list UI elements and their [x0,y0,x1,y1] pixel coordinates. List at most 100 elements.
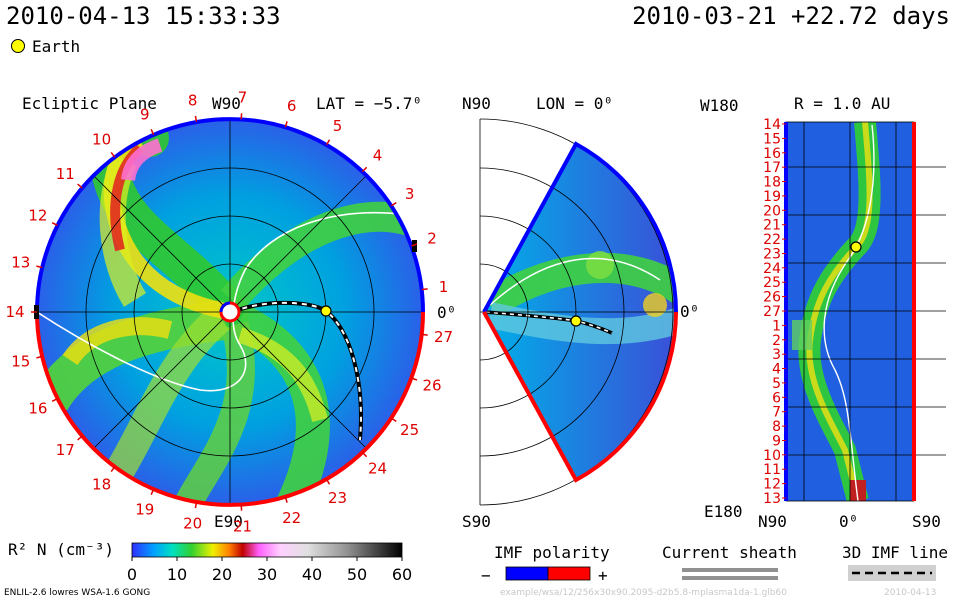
ecliptic-day-label: 12 [28,207,47,225]
radial-day-label: 21 [763,218,781,234]
ecliptic-day-label: 2 [427,230,437,248]
reference-time-label: 2010-03-21 +22.72 days [632,2,950,30]
radial-day-label: 12 [763,477,781,493]
ecliptic-day-label: 5 [333,117,343,135]
radial-day-label: 17 [763,160,781,176]
meridional-lon-label: LON = 0⁰ [536,94,614,113]
ecliptic-day-tick [421,333,428,336]
ecliptic-day-tick [411,243,418,247]
radial-title: R = 1.0 AU [794,94,891,113]
radial-x-label-n90: N90 [758,512,787,531]
ecliptic-day-tick [411,377,418,381]
radial-day-label: 9 [772,434,781,450]
ecliptic-day-label: 11 [56,165,75,183]
polarity-positive-swatch [547,566,591,581]
ecliptic-day-label: 26 [422,377,441,395]
ecliptic-day-label: 9 [140,106,150,124]
ecliptic-day-label: 22 [282,509,301,527]
ecliptic-day-label: 25 [400,421,419,439]
ecliptic-day-label: 20 [183,515,202,533]
ecliptic-day-label: 15 [11,353,30,371]
meridional-bottom-label: S90 [462,512,491,531]
ecliptic-day-label: 27 [434,328,453,346]
ecliptic-day-tick [77,435,83,441]
datetime-label: 2010-04-13 15:33:33 [6,2,281,30]
ecliptic-day-tick [284,121,288,128]
earth-legend-label: Earth [32,37,81,56]
radial-day-label: 10 [763,448,781,464]
radial-day-label: 14 [763,117,781,133]
run-id: example/wsa/12/256x30x90.2095-d2b5.8-mpl… [500,588,787,598]
ecliptic-day-tick [36,265,43,269]
current-sheath-swatch-upper [682,568,778,572]
ecliptic-day-tick [284,496,288,503]
radial-x-label-s90: S90 [912,512,941,531]
colorbar-tick-label: 0 [127,565,137,584]
radial-day-label: 15 [763,131,781,147]
ecliptic-day-tick [110,151,116,158]
ecliptic-day-label: 8 [188,91,198,109]
ecliptic-day-tick [51,222,58,227]
ecliptic-plane-plot [34,117,425,507]
colorbar [131,542,403,558]
radial-day-label: 18 [763,175,781,191]
ecliptic-day-tick [194,115,198,123]
ecliptic-day-tick [36,355,43,359]
radial-day-label: 22 [763,232,781,248]
ecliptic-day-label: 1 [439,278,449,296]
radial-x-label-0: 0⁰ [839,512,859,531]
ecliptic-day-label: 14 [5,303,24,321]
radial-day-label: 3 [772,347,781,363]
ecliptic-day-label: 18 [92,476,111,494]
meridional-right-label: 0⁰ [680,302,700,321]
radial-day-label: 26 [763,290,781,306]
radial-day-label: 8 [772,419,781,435]
current-sheath-swatch-lower [682,576,778,580]
radial-day-label: 19 [763,189,781,205]
meridional-top-label: N90 [462,94,491,113]
ecliptic-day-tick [325,478,331,485]
run-date: 2010-04-13 [884,588,937,598]
ecliptic-day-tick [421,288,428,291]
ecliptic-day-label: 6 [287,97,297,115]
ecliptic-day-tick [150,129,155,136]
ecliptic-day-label: 24 [368,459,387,477]
ecliptic-day-tick [361,451,368,458]
radial-bottom-label: E180 [704,502,743,521]
radial-day-label: 11 [763,462,781,478]
imf-line-label: 3D IMF line [842,543,948,562]
radial-day-label: 23 [763,247,781,263]
radial-day-label: 7 [772,405,781,421]
ecliptic-day-tick [325,139,331,146]
ecliptic-day-tick [51,397,58,402]
ecliptic-day-tick [390,417,397,423]
ecliptic-day-label: 16 [28,400,47,418]
ecliptic-day-label: 4 [373,147,383,165]
ecliptic-day-tick [361,166,368,173]
radial-day-label: 27 [763,304,781,320]
radial-au-plot: 1415161718192021222324252627123456789101… [763,117,946,507]
radial-day-label: 25 [763,275,781,291]
colorbar-tick-label: 20 [212,565,232,584]
earth-legend-marker [11,39,25,53]
ecliptic-day-tick [150,488,155,495]
ecliptic-day-label: 19 [135,500,154,518]
radial-day-label: 13 [763,491,781,507]
colorbar-tick-label: 30 [257,565,277,584]
ecliptic-day-tick [77,183,83,189]
colorbar-tick-label: 60 [392,565,412,584]
meridional-plane-plot [479,118,678,506]
ecliptic-right-label: 0⁰ [437,303,457,322]
imf-polarity-label: IMF polarity [494,543,610,562]
ecliptic-day-label: 13 [11,253,30,271]
radial-day-label: 20 [763,203,781,219]
ecliptic-day-label: 10 [92,131,111,149]
colorbar-tick-label: 50 [347,565,367,584]
radial-day-label: 1 [772,318,781,334]
polarity-negative-swatch [505,566,549,581]
ecliptic-top-label: W90 [212,94,241,113]
ecliptic-day-tick [390,201,397,207]
model-info: ENLIL-2.6 lowres WSA-1.6 GONG [4,588,151,598]
ecliptic-bottom-label: E90 [214,512,243,531]
